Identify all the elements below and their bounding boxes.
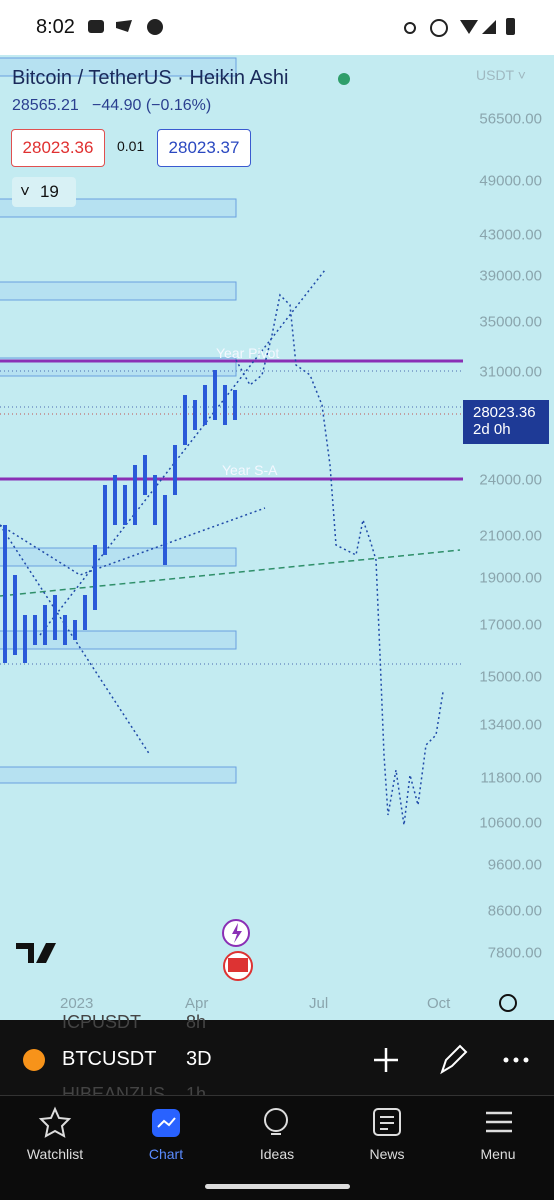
- time-label: Apr: [185, 995, 209, 1012]
- toolbar-symbol[interactable]: BTCUSDT: [62, 1048, 157, 1070]
- sell-button[interactable]: 28023.36: [11, 129, 105, 167]
- price-label: 56500.00: [479, 110, 542, 128]
- time-label: Jul: [309, 995, 329, 1012]
- tag-price: 28023.36: [473, 404, 536, 421]
- annotation: Year Pivot: [216, 345, 280, 361]
- chevron: ˅: [20, 182, 30, 201]
- symbol-title[interactable]: Bitcoin / TetherUS · Heikin Ashi: [12, 67, 289, 89]
- nav-item[interactable]: Watchlist: [26, 1146, 84, 1162]
- price-label: 24000.00: [479, 471, 542, 489]
- price-label: 35000.00: [479, 313, 542, 331]
- nav-icons: [38, 1106, 512, 1189]
- currency-select[interactable]: USDT ˅: [476, 67, 526, 83]
- time-label: Oct: [427, 995, 451, 1012]
- nav-item[interactable]: Ideas: [259, 1146, 295, 1162]
- price-label: 17000.00: [479, 616, 542, 634]
- time-label: 2023: [60, 995, 94, 1012]
- tag-countdown: 2d 0h: [473, 421, 511, 438]
- indicators-toggle[interactable]: ˅ 19: [12, 177, 76, 207]
- price-label: 13400.00: [479, 716, 542, 734]
- symbol-toolbar: ICPUSDT 8h HIBEANZUS 1h BTCUSDT 3D: [0, 1012, 554, 1104]
- price-label: 8600.00: [487, 902, 542, 920]
- price-label: 10600.00: [479, 814, 542, 832]
- status-icons: [88, 18, 515, 37]
- price-label: 15000.00: [479, 668, 542, 686]
- nav-item[interactable]: News: [369, 1146, 405, 1162]
- price-label: 9600.00: [487, 856, 542, 874]
- toolbar-icons: [23, 1044, 529, 1075]
- last-price: 28565.21: [12, 97, 79, 114]
- status-bar: 8:02: [0, 0, 554, 55]
- indicator-count: 19: [39, 182, 59, 201]
- price-label: 43000.00: [479, 226, 542, 244]
- price-label: 39000.00: [479, 267, 542, 285]
- price-label: 21000.00: [479, 527, 542, 545]
- market-open-dot: [338, 73, 350, 85]
- nav-item[interactable]: Menu: [480, 1146, 516, 1162]
- list-item: ICPUSDT: [62, 1012, 142, 1032]
- bottom-nav: Watchlist Chart Ideas News Menu: [0, 1095, 554, 1200]
- price-label: 19000.00: [479, 569, 542, 587]
- price-tag: 28023.36 2d 0h: [463, 400, 549, 444]
- toolbar-interval[interactable]: 3D: [186, 1048, 212, 1070]
- price-label: 11800.00: [480, 769, 542, 787]
- clock: 8:02: [36, 16, 75, 38]
- annotation: Year S-A: [222, 462, 278, 478]
- chart-drawings: [0, 57, 463, 826]
- price-change: −44.90 (−0.16%): [92, 97, 212, 114]
- spread: 0.01: [117, 138, 145, 154]
- price-label: 31000.00: [479, 363, 542, 381]
- list-item: 8h: [186, 1012, 207, 1032]
- nav-item[interactable]: Chart: [148, 1146, 184, 1162]
- price-label: 7800.00: [487, 944, 542, 962]
- chart-area[interactable]: USDT ˅ Bitcoin / TetherUS · Heikin Ashi …: [0, 55, 554, 1020]
- price-label: 49000.00: [479, 172, 542, 190]
- buy-button[interactable]: 28023.37: [157, 129, 251, 167]
